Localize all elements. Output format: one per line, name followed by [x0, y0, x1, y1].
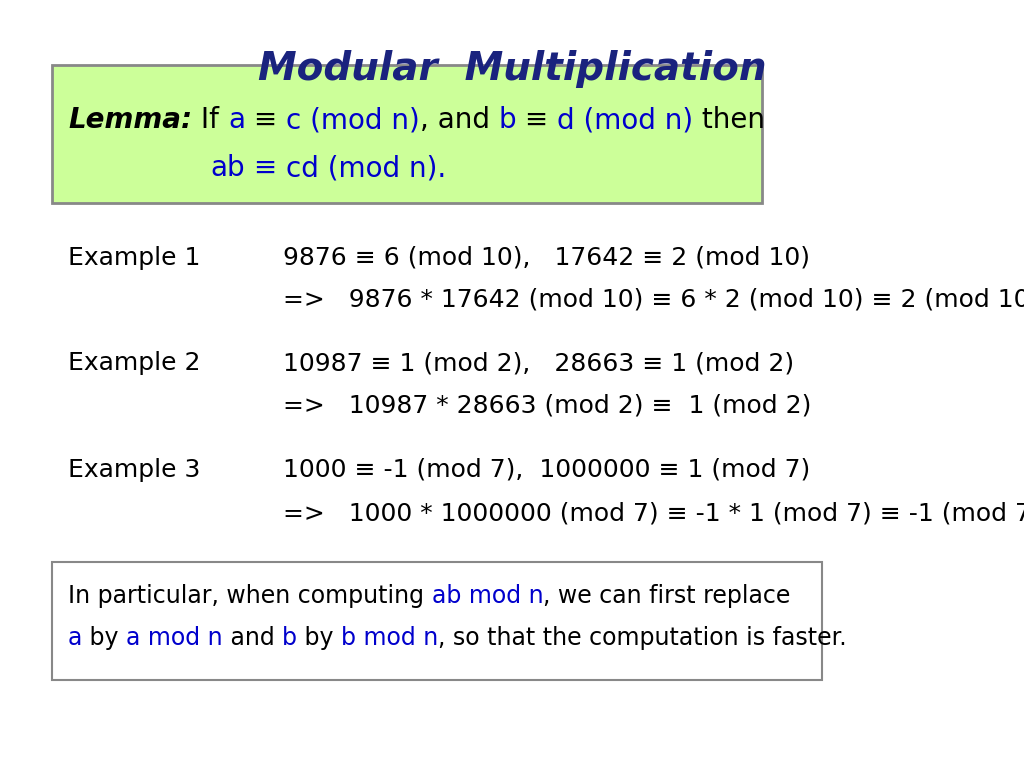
Text: In particular, when computing: In particular, when computing [68, 584, 431, 608]
Text: c (mod n): c (mod n) [286, 106, 420, 134]
Text: ≡: ≡ [516, 106, 557, 134]
Text: Example 2: Example 2 [68, 351, 201, 375]
Text: Modular  Multiplication: Modular Multiplication [258, 50, 766, 88]
Text: If: If [193, 106, 228, 134]
Text: Example 3: Example 3 [68, 458, 201, 482]
Text: Lemma:: Lemma: [68, 106, 193, 134]
Text: ≡: ≡ [245, 106, 286, 134]
Text: d (mod n): d (mod n) [557, 106, 693, 134]
Text: , and: , and [420, 106, 499, 134]
Text: ab mod n: ab mod n [431, 584, 543, 608]
Text: by: by [82, 626, 126, 650]
Text: ab: ab [210, 154, 245, 182]
Text: =>   9876 * 17642 (mod 10) ≡ 6 * 2 (mod 10) ≡ 2 (mod 10): => 9876 * 17642 (mod 10) ≡ 6 * 2 (mod 10… [283, 288, 1024, 312]
Text: and: and [223, 626, 283, 650]
Text: ≡: ≡ [245, 154, 286, 182]
Text: =>   10987 * 28663 (mod 2) ≡  1 (mod 2): => 10987 * 28663 (mod 2) ≡ 1 (mod 2) [283, 393, 811, 417]
Text: a: a [228, 106, 245, 134]
Text: =>   1000 * 1000000 (mod 7) ≡ -1 * 1 (mod 7) ≡ -1 (mod 7): => 1000 * 1000000 (mod 7) ≡ -1 * 1 (mod … [283, 501, 1024, 525]
Text: b mod n: b mod n [341, 626, 438, 650]
Text: b: b [499, 106, 516, 134]
Text: Example 1: Example 1 [68, 246, 201, 270]
Text: 10987 ≡ 1 (mod 2),   28663 ≡ 1 (mod 2): 10987 ≡ 1 (mod 2), 28663 ≡ 1 (mod 2) [283, 351, 795, 375]
Text: a mod n: a mod n [126, 626, 223, 650]
Text: , so that the computation is faster.: , so that the computation is faster. [438, 626, 847, 650]
Text: , we can first replace: , we can first replace [543, 584, 791, 608]
Text: a: a [68, 626, 82, 650]
Text: by: by [297, 626, 341, 650]
Text: cd (mod n).: cd (mod n). [286, 154, 445, 182]
Text: then: then [693, 106, 765, 134]
Text: b: b [283, 626, 297, 650]
FancyBboxPatch shape [52, 65, 762, 203]
FancyBboxPatch shape [52, 562, 822, 680]
Text: 9876 ≡ 6 (mod 10),   17642 ≡ 2 (mod 10): 9876 ≡ 6 (mod 10), 17642 ≡ 2 (mod 10) [283, 246, 810, 270]
Text: 1000 ≡ -1 (mod 7),  1000000 ≡ 1 (mod 7): 1000 ≡ -1 (mod 7), 1000000 ≡ 1 (mod 7) [283, 458, 810, 482]
